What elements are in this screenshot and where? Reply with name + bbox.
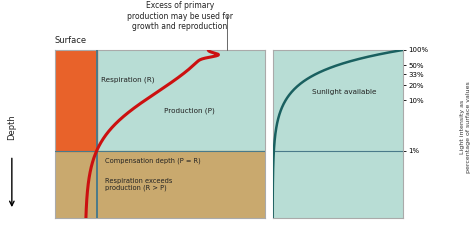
Text: Production (P): Production (P)	[164, 107, 215, 114]
Text: Surface: Surface	[55, 36, 87, 45]
Text: Respiration (R): Respiration (R)	[101, 77, 155, 84]
Text: Sunlight available: Sunlight available	[311, 89, 376, 95]
Bar	[55, 50, 97, 151]
Bar	[273, 50, 403, 151]
Text: Excess of primary
production may be used for
growth and reproduction: Excess of primary production may be used…	[127, 1, 233, 31]
Bar	[273, 151, 403, 218]
Text: Light intensity as
percentage of surface values: Light intensity as percentage of surface…	[460, 81, 471, 173]
Bar	[55, 50, 265, 151]
Text: Depth: Depth	[8, 114, 16, 140]
Text: Compensation depth (P = R): Compensation depth (P = R)	[105, 158, 201, 164]
Bar	[55, 151, 265, 218]
Text: Respiration exceeds
production (R > P): Respiration exceeds production (R > P)	[105, 178, 173, 191]
